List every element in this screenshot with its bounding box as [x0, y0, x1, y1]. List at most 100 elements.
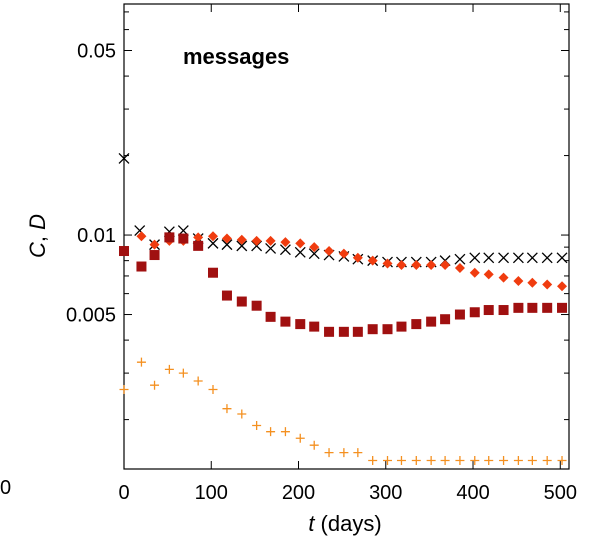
diamond-point: [396, 260, 407, 271]
y-tick-label: 0.01: [77, 225, 116, 247]
diamond-point: [338, 248, 349, 259]
diamond-point: [149, 239, 160, 250]
plus-point: [353, 448, 363, 458]
x-tick-label: 100: [195, 482, 228, 504]
square-point: [513, 302, 524, 313]
diamond-point: [136, 231, 147, 242]
diamond-point: [498, 272, 509, 283]
square-point: [426, 316, 437, 327]
plus-point: [266, 427, 276, 437]
cross-point: [118, 153, 130, 164]
plus-point: [309, 440, 319, 450]
plus-point: [440, 456, 450, 466]
y-axis-label-c: C: [25, 242, 50, 258]
square-point: [527, 302, 538, 313]
plus-point: [411, 456, 421, 466]
series-diamond: [136, 231, 568, 292]
square-point: [557, 302, 568, 313]
plus-point: [295, 433, 305, 443]
plus-point: [324, 448, 334, 458]
diamond-point: [527, 277, 538, 288]
plus-point: [252, 420, 262, 430]
square-point: [411, 319, 422, 330]
plus-point: [527, 456, 537, 466]
plus-point: [208, 385, 218, 395]
diamond-point: [221, 233, 232, 244]
square-point: [382, 324, 393, 335]
diamond-point: [454, 263, 465, 274]
diamond-point: [382, 258, 393, 269]
plus-point: [280, 427, 290, 437]
y-axis-label-d: D: [25, 214, 50, 230]
series-plus: [119, 357, 567, 466]
square-point: [483, 305, 494, 316]
cross-point: [483, 252, 495, 264]
cross-point: [221, 239, 233, 251]
diamond-point: [352, 252, 363, 263]
square-point: [265, 311, 276, 322]
plus-point: [426, 456, 436, 466]
cross-point: [512, 252, 524, 264]
square-point: [309, 321, 320, 332]
x-tick-label: 300: [369, 482, 402, 504]
plus-point: [119, 385, 129, 395]
diamond-point: [483, 269, 494, 280]
square-point: [324, 326, 335, 337]
plus-point: [383, 456, 393, 466]
square-point: [221, 290, 232, 301]
plus-point: [237, 409, 247, 419]
y-axis-label-separator: ,: [25, 230, 50, 242]
y-axis-label: C, D: [25, 214, 50, 258]
diamond-point: [513, 275, 524, 286]
cross-point: [498, 252, 510, 264]
diamond-point: [208, 231, 218, 242]
x-axis-label-unit: (days): [314, 511, 381, 536]
diamond-point: [236, 234, 247, 245]
plus-point: [178, 368, 188, 378]
plus-point: [484, 456, 494, 466]
plus-point: [368, 456, 378, 466]
diamond-point: [426, 260, 437, 271]
diamond-point: [440, 260, 451, 271]
y-tick-label: 0.05: [77, 40, 116, 62]
square-point: [338, 326, 349, 337]
plot-border: [123, 3, 570, 470]
plus-point: [542, 456, 552, 466]
left-edge-label: 0: [0, 477, 11, 499]
x-tick-label: 400: [456, 482, 489, 504]
plus-point: [339, 448, 349, 458]
plus-point: [557, 456, 567, 466]
cross-point: [294, 246, 306, 258]
y-tick-label: 0.005: [66, 305, 116, 327]
plus-point: [396, 456, 406, 466]
diamond-point: [280, 237, 291, 248]
plot-frame: [123, 3, 570, 470]
cross-point: [265, 242, 277, 254]
diamond-point: [309, 242, 320, 253]
diamond-point: [542, 279, 553, 290]
square-point: [542, 302, 553, 313]
cross-point: [308, 248, 320, 260]
cross-point: [207, 237, 219, 249]
square-point: [208, 267, 218, 278]
square-point: [295, 319, 306, 330]
diamond-point: [557, 281, 568, 292]
cross-point: [454, 253, 466, 265]
plus-point: [222, 404, 232, 414]
cross-point: [556, 252, 568, 264]
plus-point: [150, 380, 160, 390]
square-point: [367, 324, 378, 335]
series-square: [119, 232, 568, 337]
square-point: [178, 233, 189, 244]
cross-point: [236, 240, 248, 252]
plus-point: [455, 456, 465, 466]
square-point: [236, 296, 247, 307]
diamond-point: [324, 246, 335, 257]
square-point: [469, 307, 480, 318]
plus-point: [499, 456, 509, 466]
cross-point: [279, 244, 291, 256]
diamond-point: [193, 232, 204, 243]
cross-point: [469, 252, 481, 264]
plus-point: [193, 376, 203, 386]
